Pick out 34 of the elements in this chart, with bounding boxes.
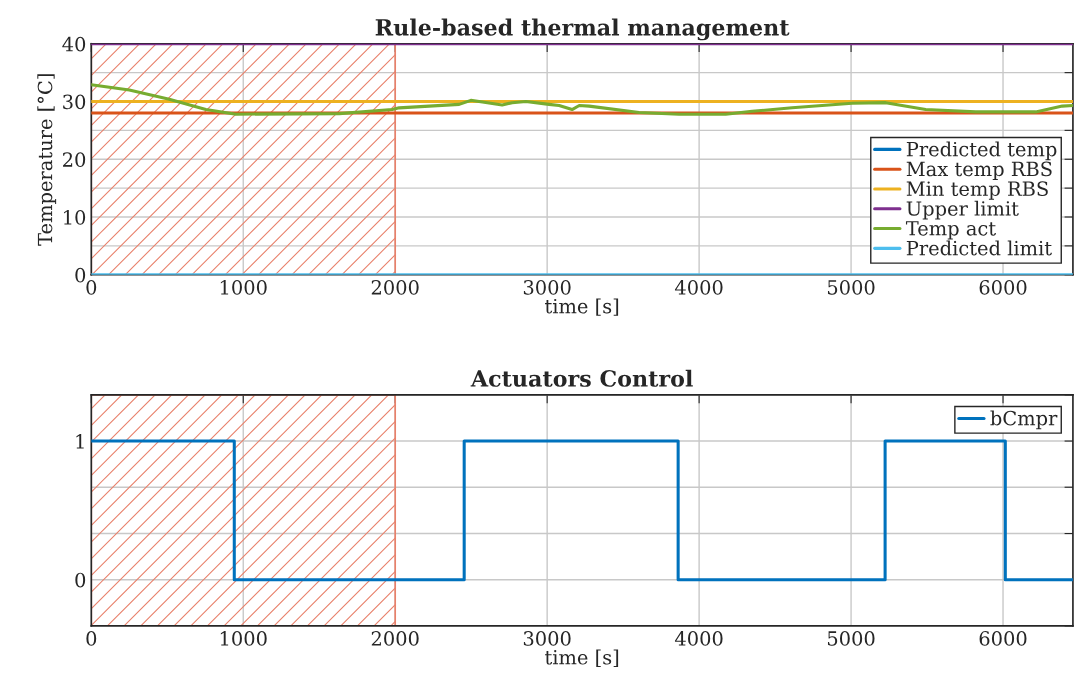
y-tick-label: 10: [64, 209, 86, 225]
x-tick-label: 2000: [371, 279, 419, 295]
legend-label: Upper limit: [906, 200, 1019, 220]
chart-title: Rule-based thermal management: [375, 18, 790, 41]
y-tick-label: 20: [63, 152, 86, 167]
legend-label: bCmpr: [990, 410, 1058, 430]
x-tick-label: 4000: [674, 279, 723, 295]
x-tick-label: 0: [86, 631, 97, 646]
legend-label: Predicted temp: [906, 141, 1057, 161]
legend-label: Temp act: [905, 221, 996, 240]
x-tick-label: 3000: [523, 631, 571, 646]
legend-label: Predicted limit: [906, 240, 1052, 256]
chart-title: Actuators Control: [470, 369, 693, 387]
x-tick-label: 0: [86, 279, 97, 295]
x-tick-label: 5000: [827, 279, 875, 295]
legend-label: Min temp RBS: [906, 181, 1048, 200]
y-tick-label: 0: [75, 267, 86, 283]
x-tick-label: 2000: [371, 631, 419, 646]
x-tick-label: 4000: [674, 631, 723, 646]
x-tick-label: 6000: [979, 631, 1027, 646]
x-tick-label: 6000: [979, 279, 1027, 295]
legend-label: Max temp RBS: [906, 161, 1052, 181]
y-tick-label: 1: [76, 434, 84, 449]
x-axis-title: time [s]: [545, 298, 619, 316]
line-series: [91, 83, 1073, 116]
x-tick-label: 3000: [523, 279, 571, 295]
x-axis-title: time [s]: [545, 649, 619, 667]
y-tick-label: 30: [63, 94, 86, 110]
y-tick-label: 0: [75, 572, 86, 588]
x-tick-label: 5000: [827, 631, 875, 646]
y-tick-label: 40: [62, 36, 86, 52]
y-axis-title: Temperature [°C]: [37, 74, 57, 246]
x-tick-label: 1000: [220, 631, 267, 646]
x-tick-label: 1000: [220, 279, 267, 295]
